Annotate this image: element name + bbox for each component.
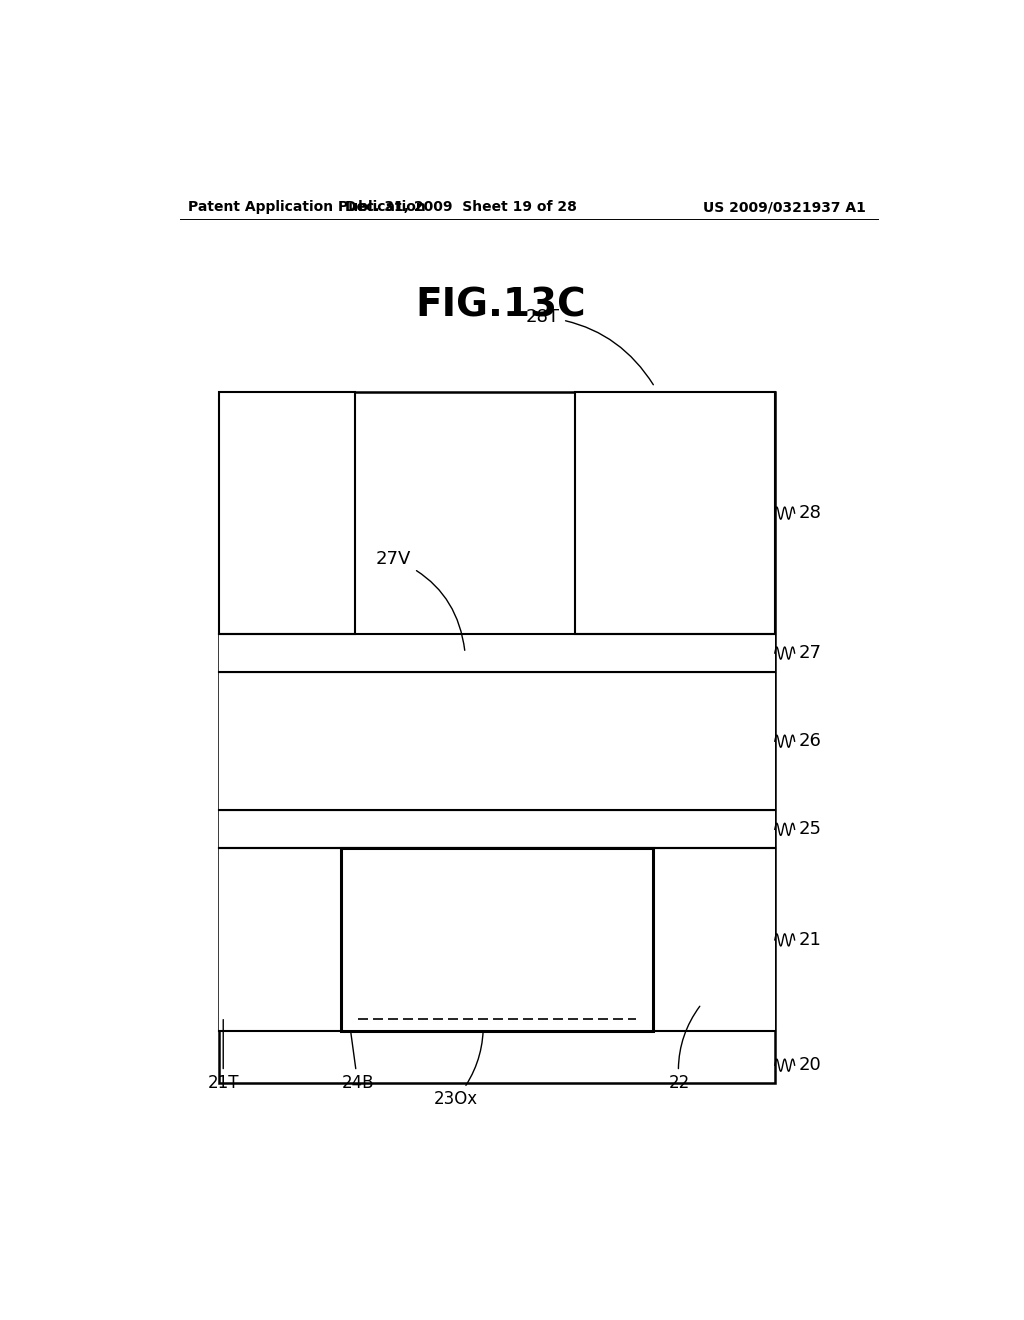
Text: 23Ox: 23Ox [433,1022,483,1109]
Text: 27V: 27V [376,550,465,651]
Bar [358,849,636,1019]
Bar [219,634,355,672]
Text: FIG.13C: FIG.13C [416,286,587,325]
Text: 22: 22 [669,1006,699,1092]
Bar [574,634,775,672]
Bar [219,849,775,1031]
Text: 27: 27 [799,644,821,663]
Bar [219,672,775,810]
Bar [341,849,652,1031]
Text: Patent Application Publication: Patent Application Publication [187,201,425,214]
Bar [574,392,775,634]
Text: 21T: 21T [208,1019,239,1092]
Text: 25: 25 [799,820,821,838]
Bar [341,849,652,1031]
Bar [219,392,355,634]
Text: 28: 28 [799,504,821,523]
Text: 28T: 28T [526,308,653,384]
Text: 26: 26 [799,733,821,750]
Bar [219,810,775,849]
Text: 20: 20 [799,1056,821,1074]
Text: US 2009/0321937 A1: US 2009/0321937 A1 [703,201,866,214]
Text: 21: 21 [799,931,821,949]
Text: 24B: 24B [341,1028,374,1092]
Bar [219,634,775,672]
Text: Dec. 31, 2009  Sheet 19 of 28: Dec. 31, 2009 Sheet 19 of 28 [345,201,578,214]
Bar [219,392,775,1084]
